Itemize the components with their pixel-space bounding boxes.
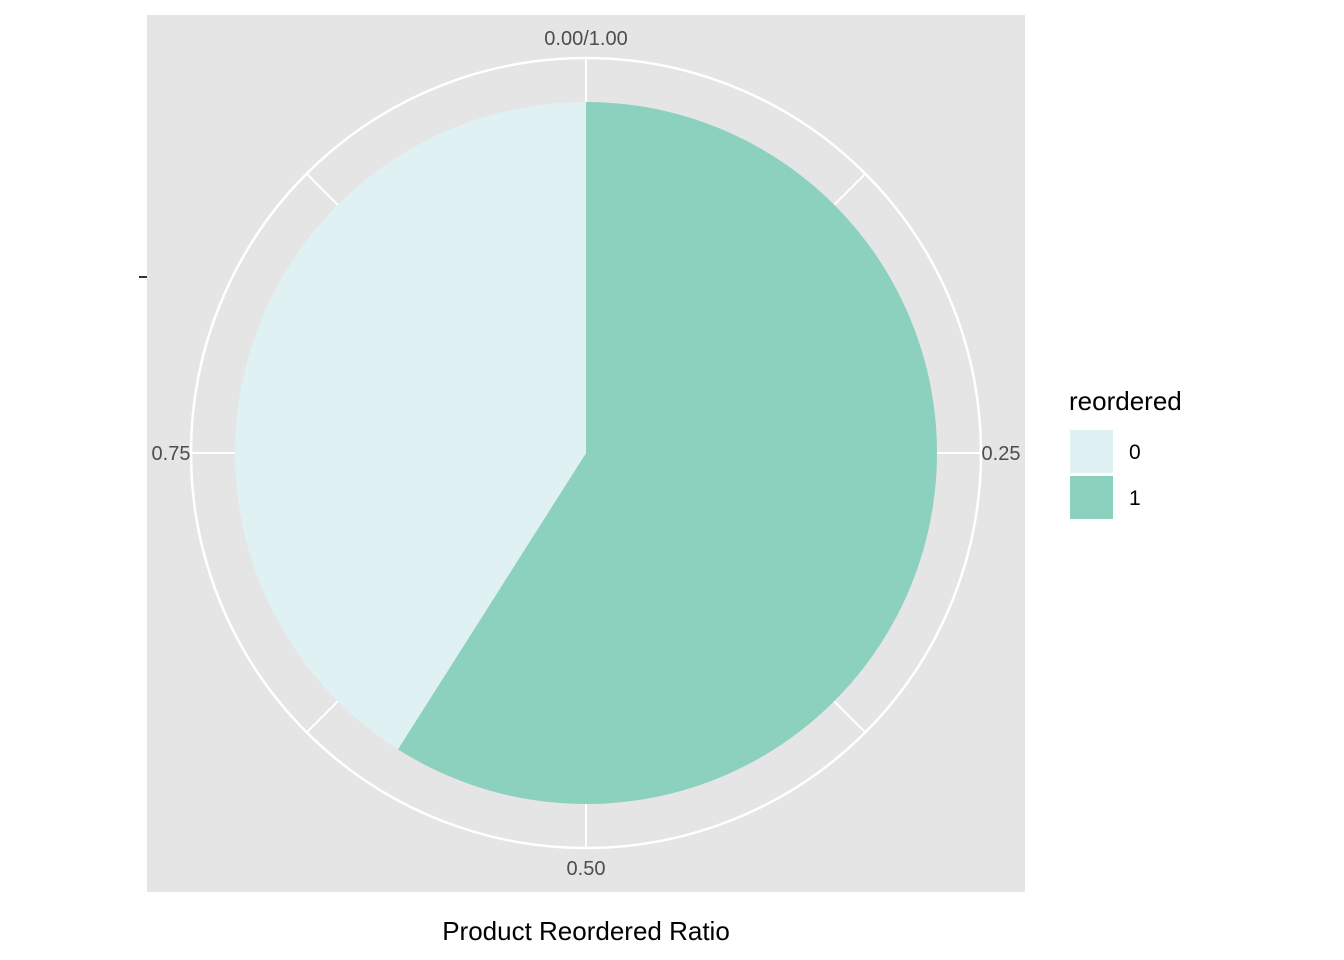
theta-tick-label: 0.25	[982, 443, 1021, 465]
theta-tick-label: 0.00/1.00	[544, 28, 627, 50]
legend-key-0	[1068, 428, 1115, 475]
pie-slice-1	[397, 102, 937, 804]
legend-title: reordered	[1069, 386, 1182, 416]
theta-tick-label: 0.50	[567, 858, 606, 880]
legend-label-1: 1	[1129, 487, 1141, 510]
legend-key-1	[1068, 474, 1115, 521]
legend: reordered 0 1	[1068, 386, 1182, 521]
theta-tick-label: 0.75	[152, 443, 191, 465]
x-axis-title: Product Reordered Ratio	[442, 916, 730, 946]
pie-slice-0	[234, 102, 586, 750]
legend-label-0: 0	[1129, 441, 1141, 464]
